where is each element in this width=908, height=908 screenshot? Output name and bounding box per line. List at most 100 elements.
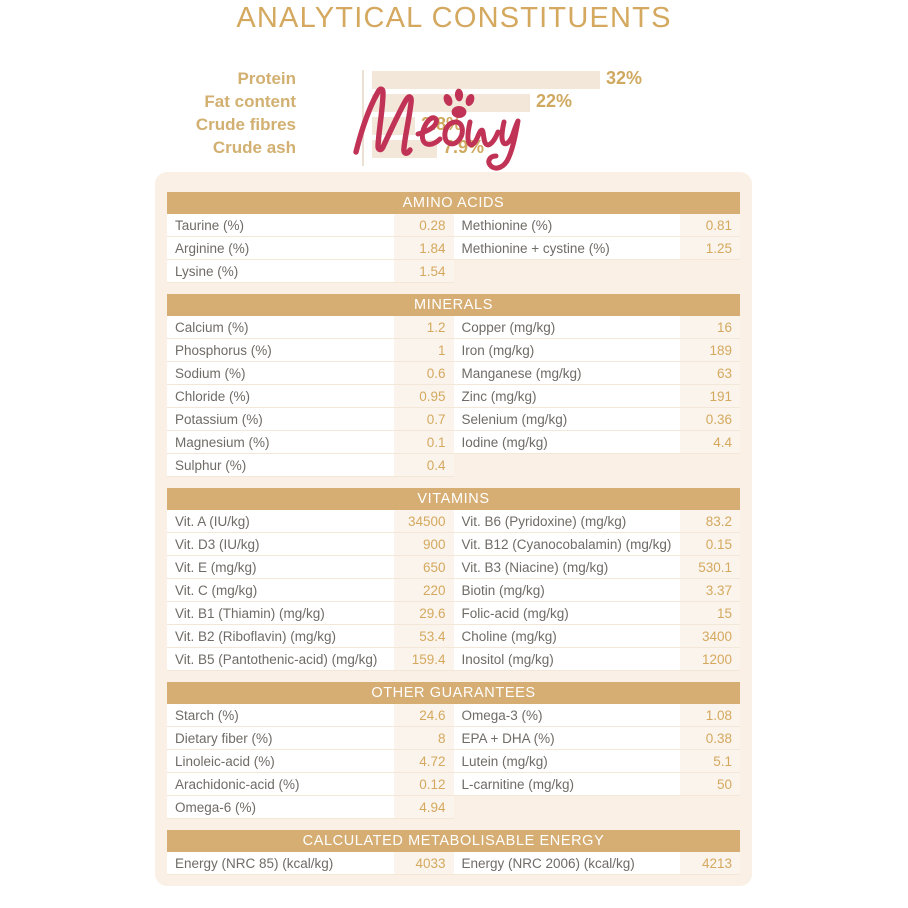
nutrient-label: Omega-3 (%) <box>453 704 680 727</box>
nutrient-value: 0.38 <box>680 727 740 750</box>
table-row: Dietary fiber (%) 8 EPA + DHA (%) 0.38 <box>167 727 740 750</box>
table-row: Starch (%) 24.6 Omega-3 (%) 1.08 <box>167 704 740 727</box>
nutrition-section: OTHER GUARANTEES Starch (%) 24.6 Omega-3 (%… <box>167 682 740 819</box>
bar-label: Fat content <box>204 92 296 111</box>
nutrient-label: Vit. B6 (Pyridoxine) (mg/kg) <box>453 510 680 533</box>
table-row: Sulphur (%) 0.4 <box>167 454 740 477</box>
nutrient-value: 0.36 <box>680 408 740 431</box>
nutrient-value: 1.08 <box>680 704 740 727</box>
page-title: ANALYTICAL CONSTITUENTS <box>236 2 672 34</box>
bar-value: 32% <box>606 68 643 88</box>
table-cell-right: Omega-3 (%) 1.08 <box>453 704 740 727</box>
nutrient-label: Vit. E (mg/kg) <box>167 556 394 579</box>
bar-label: Crude fibres <box>195 115 296 134</box>
table-cell-right: Folic-acid (mg/kg) 15 <box>453 602 740 625</box>
nutrient-value: 53.4 <box>393 625 454 648</box>
table-cell-left: Omega-6 (%) 4.94 <box>167 796 454 819</box>
bar-fill <box>372 140 437 158</box>
table-cell-left: Phosphorus (%) 1 <box>167 339 454 362</box>
nutrient-value: 83.2 <box>680 510 740 533</box>
section-heading: MINERALS <box>167 294 740 316</box>
nutrient-value: 4.72 <box>393 750 454 773</box>
table-cell-right <box>453 796 740 819</box>
section-heading: VITAMINS <box>167 488 740 510</box>
nutrient-label: Choline (mg/kg) <box>453 625 680 648</box>
nutrient-label: Vit. B12 (Cyanocobalamin) (mg/kg) <box>453 533 680 556</box>
nutrient-value: 1 <box>393 339 454 362</box>
nutrient-label: Copper (mg/kg) <box>453 316 680 339</box>
table-cell-left: Arginine (%) 1.84 <box>167 237 454 260</box>
nutrient-label: Arachidonic-acid (%) <box>167 773 394 796</box>
table-cell-left: Energy (NRC 85) (kcal/kg) 4033 <box>167 852 454 875</box>
nutrient-label: Vit. D3 (IU/kg) <box>167 533 394 556</box>
nutrient-label: Iodine (mg/kg) <box>453 431 680 454</box>
nutrient-label: Dietary fiber (%) <box>167 727 394 750</box>
table-cell-left: Magnesium (%) 0.1 <box>167 431 454 454</box>
nutrient-value: 0.1 <box>393 431 454 454</box>
nutrient-label: Lysine (%) <box>167 260 394 283</box>
table-cell-right: Iron (mg/kg) 189 <box>453 339 740 362</box>
nutrient-value: 0.95 <box>393 385 454 408</box>
nutrient-label: Vit. B1 (Thiamin) (mg/kg) <box>167 602 394 625</box>
bar-row: Protein 32% <box>0 68 908 92</box>
nutrient-value: 50 <box>680 773 740 796</box>
nutrient-label: Calcium (%) <box>167 316 394 339</box>
nutrient-label: Biotin (mg/kg) <box>453 579 680 602</box>
table-cell-right: Vit. B3 (Niacine) (mg/kg) 530.1 <box>453 556 740 579</box>
table-cell-left: Arachidonic-acid (%) 0.12 <box>167 773 454 796</box>
nutrient-value: 4033 <box>393 852 454 875</box>
nutrient-label: Phosphorus (%) <box>167 339 394 362</box>
nutrient-label: Methionine + cystine (%) <box>453 237 680 260</box>
table-cell-left: Vit. A (IU/kg) 34500 <box>167 510 454 533</box>
nutrient-value: 0.4 <box>393 454 454 477</box>
table-cell-right: Inositol (mg/kg) 1200 <box>453 648 740 671</box>
nutrient-value <box>680 260 740 283</box>
nutrient-label: Vit. B5 (Pantothenic-acid) (mg/kg) <box>167 648 394 671</box>
table-cell-left: Starch (%) 24.6 <box>167 704 454 727</box>
table-cell-right: L-carnitine (mg/kg) 50 <box>453 773 740 796</box>
section-heading: OTHER GUARANTEES <box>167 682 740 704</box>
nutrient-value: 0.12 <box>393 773 454 796</box>
table-cell-left: Sulphur (%) 0.4 <box>167 454 454 477</box>
table-row: Omega-6 (%) 4.94 <box>167 796 740 819</box>
table-row: Calcium (%) 1.2 Copper (mg/kg) 16 <box>167 316 740 339</box>
nutrient-value: 4.94 <box>393 796 454 819</box>
table-cell-right: Vit. B12 (Cyanocobalamin) (mg/kg) 0.15 <box>453 533 740 556</box>
table-row: Linoleic-acid (%) 4.72 Lutein (mg/kg) 5.1 <box>167 750 740 773</box>
table-row: Phosphorus (%) 1 Iron (mg/kg) 189 <box>167 339 740 362</box>
nutrient-label: Sodium (%) <box>167 362 394 385</box>
nutrition-section: VITAMINS Vit. A (IU/kg) 34500 Vit. B6 (Pyri… <box>167 488 740 671</box>
nutrient-value: 159.4 <box>393 648 454 671</box>
nutrient-value: 8 <box>393 727 454 750</box>
table-cell-left: Vit. C (mg/kg) 220 <box>167 579 454 602</box>
nutrition-section: AMINO ACIDS Taurine (%) 0.28 Methionine (%)… <box>167 192 740 283</box>
nutrient-value: 34500 <box>393 510 454 533</box>
nutrient-label: Folic-acid (mg/kg) <box>453 602 680 625</box>
table-cell-left: Dietary fiber (%) 8 <box>167 727 454 750</box>
bar-label: Crude ash <box>212 138 296 157</box>
section-heading: AMINO ACIDS <box>167 192 740 214</box>
table-cell-right: Vit. B6 (Pyridoxine) (mg/kg) 83.2 <box>453 510 740 533</box>
table-row: Magnesium (%) 0.1 Iodine (mg/kg) 4.4 <box>167 431 740 454</box>
nutrient-label: L-carnitine (mg/kg) <box>453 773 680 796</box>
table-cell-left: Vit. B2 (Riboflavin) (mg/kg) 53.4 <box>167 625 454 648</box>
bar-track <box>372 94 530 112</box>
nutrient-value: 3.37 <box>680 579 740 602</box>
nutrient-label: Chloride (%) <box>167 385 394 408</box>
table-cell-left: Vit. B1 (Thiamin) (mg/kg) 29.6 <box>167 602 454 625</box>
nutrient-value: 0.7 <box>393 408 454 431</box>
nutrition-section: CALCULATED METABOLISABLE ENERGY Energy (N… <box>167 830 740 875</box>
nutrient-value <box>680 454 740 477</box>
table-row: Vit. E (mg/kg) 650 Vit. B3 (Niacine) (mg/k… <box>167 556 740 579</box>
bar-value: 22% <box>536 91 573 111</box>
nutrient-value: 900 <box>393 533 454 556</box>
nutrient-label: Manganese (mg/kg) <box>453 362 680 385</box>
nutrient-label: Sulphur (%) <box>167 454 394 477</box>
table-row: Energy (NRC 85) (kcal/kg) 4033 Energy (NRC… <box>167 852 740 875</box>
table-row: Arachidonic-acid (%) 0.12 L-carnitine (mg/… <box>167 773 740 796</box>
nutrient-label: Vit. B2 (Riboflavin) (mg/kg) <box>167 625 394 648</box>
nutrient-label: Taurine (%) <box>167 214 394 237</box>
analytical-constituents-bar-chart: Protein 32% Fat content 22% Crude fibres 2.8%… <box>0 68 908 168</box>
nutrient-label <box>453 454 680 477</box>
